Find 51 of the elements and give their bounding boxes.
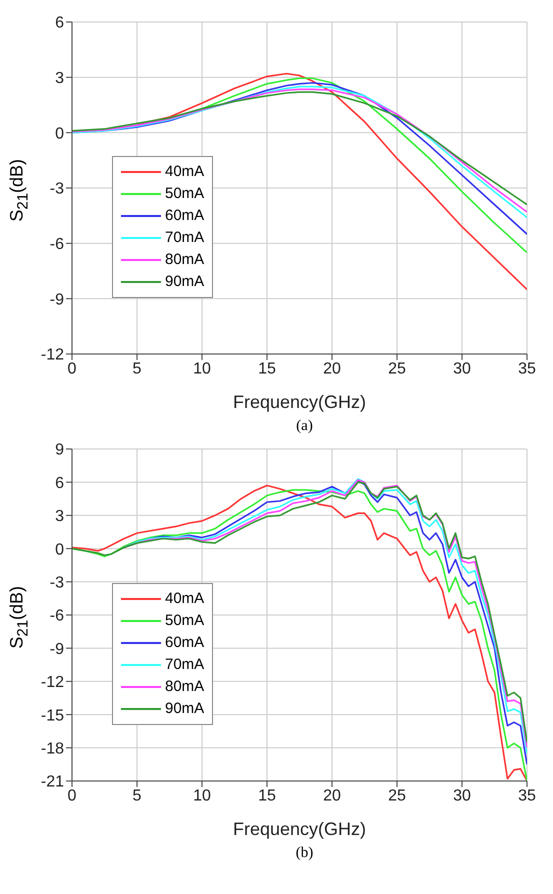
legend-label: 60mA [165, 207, 204, 224]
x-tick-label: 5 [132, 360, 142, 378]
x-tick-label: 25 [388, 360, 406, 378]
legend-label: 90mA [165, 273, 204, 290]
y-tick-label: 3 [55, 508, 64, 526]
y-tick-label: -6 [50, 236, 64, 254]
legend-label: 40mA [165, 590, 204, 608]
x-tick-label: 10 [193, 787, 211, 804]
x-tick-label: 15 [258, 360, 276, 378]
x-axis-title: Frequency(GHz) [232, 819, 366, 839]
y-tick-label: -9 [50, 640, 64, 658]
x-tick-label: 20 [323, 360, 341, 378]
x-tick-label: 35 [518, 787, 536, 804]
x-tick-label: 20 [323, 787, 341, 804]
legend-label: 70mA [165, 656, 204, 674]
x-tick-label: 25 [388, 787, 406, 804]
x-tick-label: 0 [68, 360, 77, 378]
y-tick-label: 0 [55, 125, 64, 142]
y-tick-label: -9 [50, 291, 64, 308]
y-tick-label: -12 [40, 346, 64, 364]
x-tick-label: 30 [453, 787, 471, 804]
y-tick-label: -12 [40, 674, 64, 692]
x-tick-label: 30 [453, 360, 471, 378]
x-tick-label: 15 [258, 787, 276, 804]
y-tick-label: 3 [55, 70, 64, 88]
y-tick-label: 6 [55, 474, 64, 492]
x-tick-label: 35 [518, 360, 536, 378]
x-tick-label: 5 [132, 787, 142, 804]
legend-label: 40mA [165, 163, 204, 180]
legend-label: 90mA [165, 700, 204, 718]
x-axis-title: Frequency(GHz) [232, 392, 366, 412]
y-tick-label: 0 [55, 541, 64, 558]
legend-label: 80mA [165, 678, 204, 696]
y-tick-label: -18 [40, 740, 64, 758]
text: (a) [295, 418, 314, 435]
y-tick-label: -3 [50, 180, 64, 198]
legend-label: 50mA [165, 185, 204, 202]
y-tick-label: -21 [40, 774, 64, 791]
legend-label: 50mA [165, 612, 204, 630]
y-tick-label: 6 [55, 14, 64, 32]
line-series [136, 72, 527, 290]
legend-label: 60mA [165, 634, 204, 652]
legend-label: 70mA [165, 229, 204, 246]
text: (b) [294, 845, 314, 862]
y-tick-label: -15 [40, 707, 64, 724]
x-tick-label: 0 [68, 787, 77, 804]
y-tick-label: 9 [55, 442, 64, 459]
y-tick-label: -6 [50, 608, 64, 625]
y-tick-label: -3 [50, 574, 64, 592]
x-tick-label: 10 [193, 360, 211, 378]
legend-label: 80mA [165, 251, 204, 268]
